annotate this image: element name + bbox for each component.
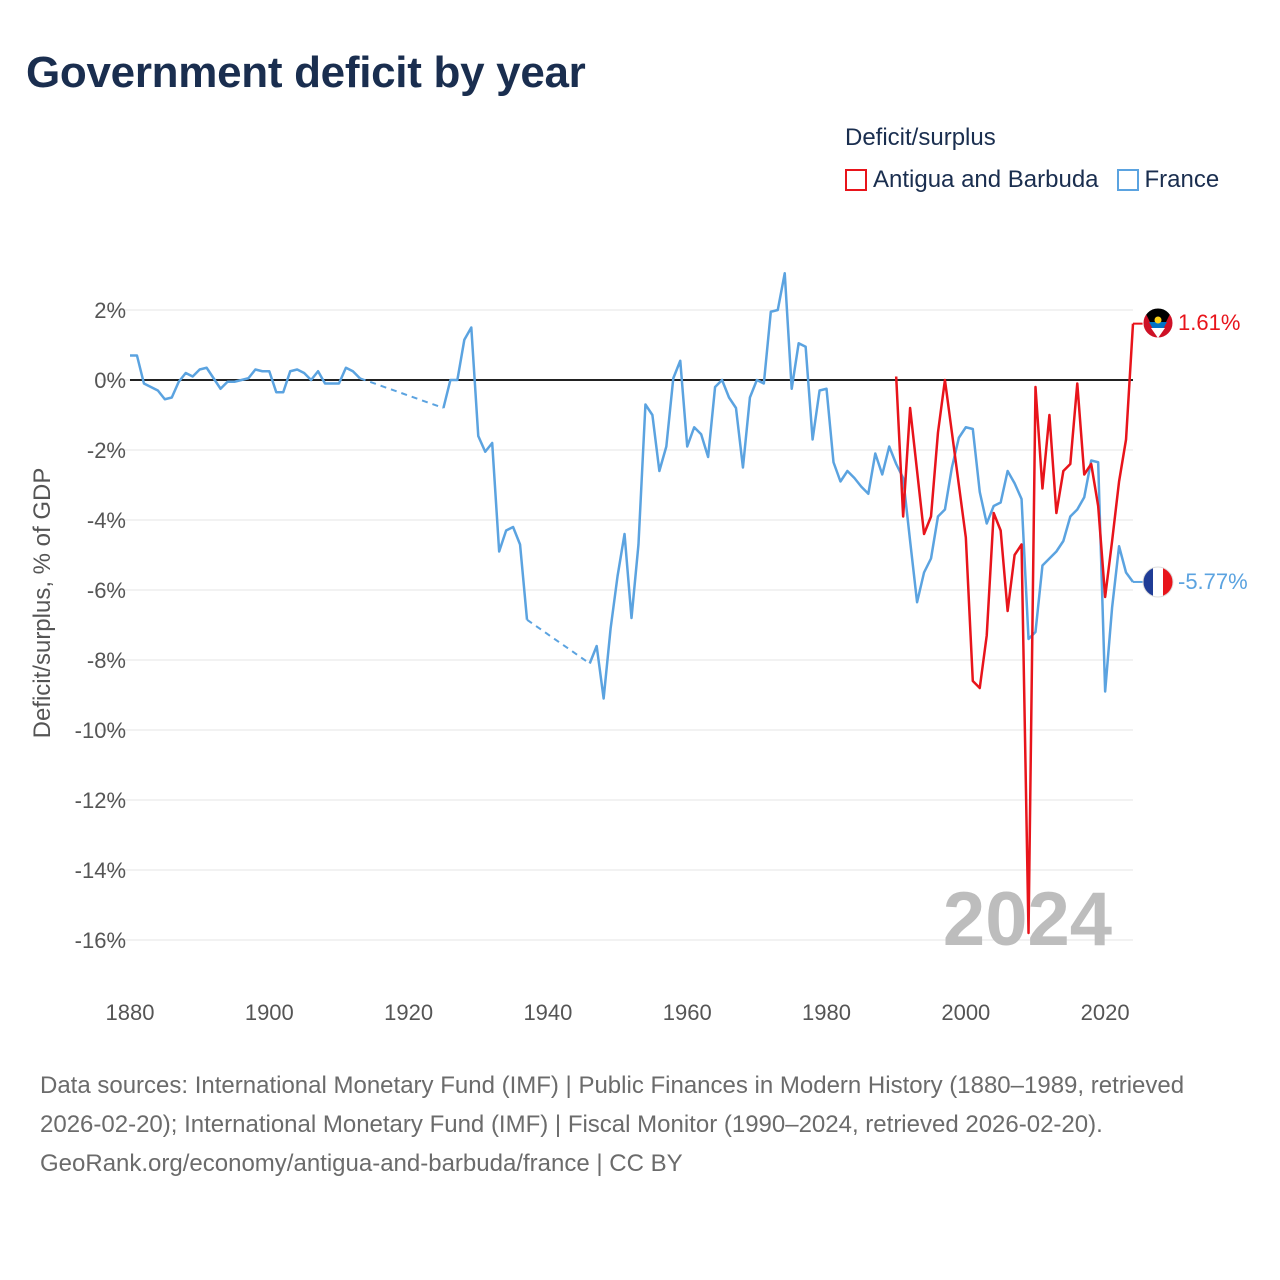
y-tick-label: -6% [87, 578, 126, 603]
legend-label-antigua: Antigua and Barbuda [873, 166, 1099, 193]
legend-swatch-france [1116, 169, 1139, 191]
x-tick-label: 1900 [245, 1000, 294, 1025]
legend-item-antigua[interactable]: Antigua and Barbuda [845, 166, 1099, 194]
series-line-france[interactable] [130, 354, 361, 401]
y-tick-label: 0% [94, 368, 126, 393]
flag-antigua-icon [1143, 308, 1173, 338]
y-axis-label: Deficit/surplus, % of GDP [29, 468, 56, 739]
x-tick-label: 1940 [523, 1000, 572, 1025]
y-tick-label: 2% [94, 298, 126, 323]
grid [100, 309, 1133, 941]
series-line-france[interactable] [588, 272, 1135, 700]
y-tick-label: -14% [75, 858, 126, 883]
series-line-antigua[interactable] [894, 323, 1135, 935]
credit-link[interactable]: GeoRank.org/economy/antigua-and-barbuda/… [40, 1150, 683, 1177]
legend-item-france[interactable]: France [1116, 166, 1220, 194]
y-tick-label: -8% [87, 648, 126, 673]
flag-france-icon [1143, 567, 1173, 597]
series-gap-france [526, 618, 591, 665]
legend-label-france: France [1144, 166, 1220, 193]
y-tick-label: -12% [75, 788, 126, 813]
series-lines [130, 272, 1143, 935]
x-tick-label: 2020 [1081, 1000, 1130, 1025]
end-label-france: -5.77% [1178, 569, 1248, 594]
legend-title: Deficit/surplus [845, 124, 996, 151]
x-tick-label: 1980 [802, 1000, 851, 1025]
data-sources: Data sources: International Monetary Fun… [40, 1072, 1185, 1138]
x-tick-label: 1920 [384, 1000, 433, 1025]
legend-swatch-antigua [845, 169, 867, 191]
line-chart: 2% 0% -2% -4% -6% -8% -10% -12% -14% -16% 1880 190… [29, 272, 1248, 1025]
footer: Data sources: International Monetary Fun… [40, 1066, 1240, 1183]
x-tick-label: 2000 [941, 1000, 990, 1025]
series-line-france[interactable] [442, 326, 529, 620]
end-label-antigua: 1.61% [1178, 310, 1240, 335]
legend: Antigua and Barbuda France [845, 166, 1237, 194]
end-markers [1142, 307, 1174, 598]
y-tick-label: -16% [75, 928, 126, 953]
y-tick-label: -4% [87, 508, 126, 533]
chart-title: Government deficit by year [26, 48, 586, 97]
y-tick-label: -2% [87, 438, 126, 463]
y-axis: 2% 0% -2% -4% -6% -8% -10% -12% -14% -16% [75, 298, 126, 953]
x-axis: 1880 1900 1920 1940 1960 1980 2000 2020 [106, 1000, 1130, 1025]
x-tick-label: 1880 [106, 1000, 155, 1025]
y-tick-label: -10% [75, 718, 126, 743]
series-gap-france [359, 377, 444, 409]
x-tick-label: 1960 [663, 1000, 712, 1025]
